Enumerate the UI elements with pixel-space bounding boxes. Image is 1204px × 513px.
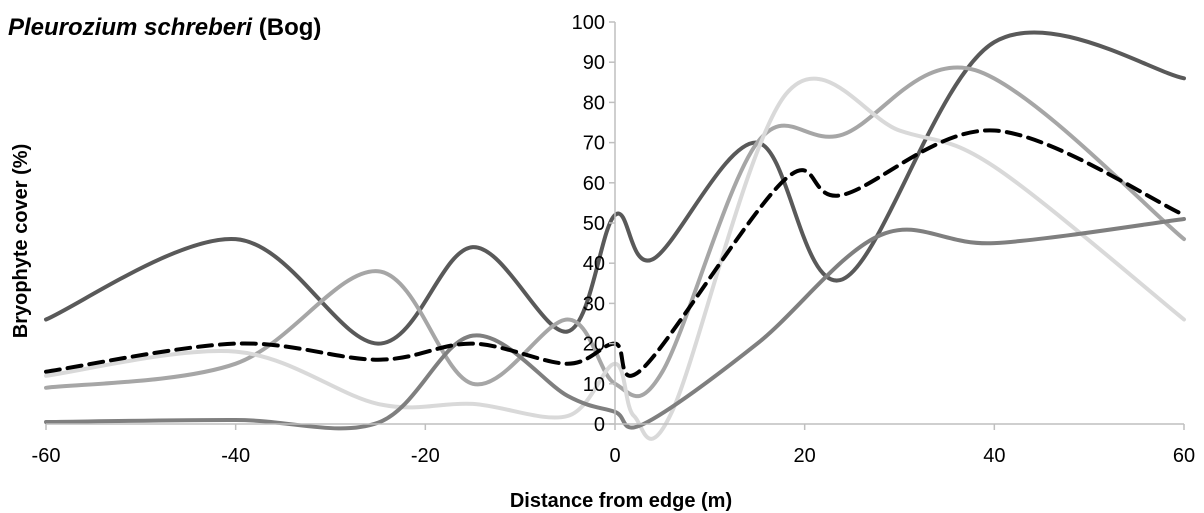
y-tick-label: 10 xyxy=(583,374,605,396)
x-axis-label: Distance from edge (m) xyxy=(510,490,732,512)
x-tick-label: 40 xyxy=(983,445,1005,467)
y-tick-label: 40 xyxy=(583,253,605,275)
chart-title-habitat: (Bog) xyxy=(258,14,322,41)
x-tick-label: 60 xyxy=(1173,445,1195,467)
y-tick-label: 50 xyxy=(583,213,605,235)
chart-title-species: Pleurozium schreberi xyxy=(8,14,253,41)
series-line-1 xyxy=(44,30,1186,346)
x-tick-label: 20 xyxy=(794,445,816,467)
chart-title: Pleurozium schreberi (Bog) xyxy=(8,14,321,42)
y-tick-label: 70 xyxy=(583,133,605,155)
series-line-2 xyxy=(44,65,1186,399)
x-tick-label: -40 xyxy=(221,445,250,467)
y-tick-label: 30 xyxy=(583,293,605,315)
x-tick-label: -60 xyxy=(32,445,61,467)
series-layer xyxy=(44,30,1186,441)
series-line-5 xyxy=(44,128,1186,378)
y-tick-label: 100 xyxy=(572,12,605,34)
x-tick-label: 0 xyxy=(609,445,620,467)
y-tick-label: 60 xyxy=(583,173,605,195)
x-tick-label: -20 xyxy=(411,445,440,467)
y-tick-label: 0 xyxy=(594,414,605,436)
y-tick-label: 20 xyxy=(583,334,605,356)
series-line-3 xyxy=(44,76,1186,441)
tick-layer: -60 -40 -20 0 20 40 60 0 10 20 30 40 50 60 70 80 90 100 xyxy=(32,12,1196,467)
y-tick-label: 80 xyxy=(583,92,605,114)
y-tick-label: 90 xyxy=(583,52,605,74)
y-axis-label: Bryophyte cover (%) xyxy=(10,144,32,339)
